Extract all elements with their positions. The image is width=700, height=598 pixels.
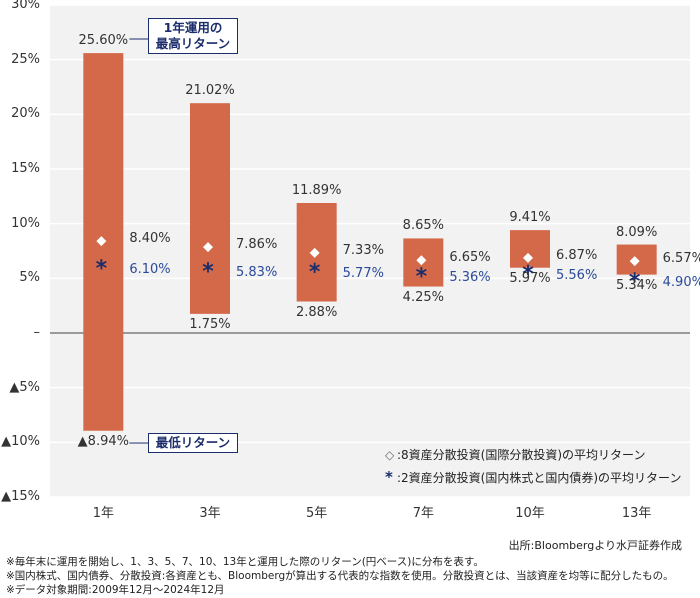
y-tick-label: 10% xyxy=(11,215,40,231)
range-bar xyxy=(190,103,230,314)
max-value-label: 21.02% xyxy=(185,83,235,99)
avg8-value-label: 7.86% xyxy=(236,237,278,253)
min-value-label: 4.25% xyxy=(402,289,444,305)
x-tick-label: 10年 xyxy=(515,506,545,521)
footnote-1: ※毎年末に運用を開始し、1、3、5、7、10、13年と運用した際のリターン(円ベ… xyxy=(6,556,484,568)
avg2-marker: * xyxy=(309,260,321,285)
min-value-label: 1.75% xyxy=(189,316,231,332)
min-value-label: 5.97% xyxy=(509,270,551,286)
max-value-label: 8.09% xyxy=(616,224,658,240)
legend-label-avg8: :8資産分散投資(国際分散投資)の平均リターン xyxy=(397,448,646,462)
footnotes: ※毎年末に運用を開始し、1、3、5、7、10、13年と運用した際のリターン(円ベ… xyxy=(6,555,674,597)
max-value-label: 25.60% xyxy=(78,33,129,49)
avg2-value-label: 5.83% xyxy=(236,265,278,281)
legend-item-avg8: ◇:8資産分散投資(国際分散投資)の平均リターン xyxy=(385,444,681,466)
max-value-label: 11.89% xyxy=(291,183,342,198)
avg8-marker xyxy=(523,252,533,263)
plot-background xyxy=(50,5,690,497)
avg2-value-label: 5.36% xyxy=(449,270,491,286)
x-tick-label: 5年 xyxy=(306,506,328,521)
x-tick-label: 3年 xyxy=(199,506,221,521)
x-tick-label: 7年 xyxy=(412,506,434,521)
footnote-3: ※データ対象期間:2009年12月〜2024年12月 xyxy=(6,584,225,596)
avg8-value-label: 6.87% xyxy=(556,247,598,263)
min-value-label: 5.34% xyxy=(616,277,658,293)
y-tick-label: ▲15% xyxy=(1,489,40,504)
y-tick-label: ▲10% xyxy=(1,434,40,450)
x-tick-label: 13年 xyxy=(621,506,652,521)
y-tick-label: 25% xyxy=(11,51,40,67)
avg8-marker xyxy=(629,256,640,267)
avg8-value-label: 6.57% xyxy=(662,251,700,267)
source-note: 出所:Bloombergより水戸証券作成 xyxy=(508,539,682,552)
avg2-marker: * xyxy=(96,256,108,281)
min-value-label: 2.88% xyxy=(296,304,338,320)
avg2-value-label: 6.10% xyxy=(129,262,171,278)
avg2-value-label: 5.77% xyxy=(342,265,384,281)
callout-max-return: 1年運用の 最高リターン xyxy=(148,18,238,54)
avg8-marker xyxy=(96,236,107,247)
y-tick-label: 20% xyxy=(11,106,40,122)
avg2-value-label: 5.56% xyxy=(556,268,598,284)
avg8-marker xyxy=(309,247,320,258)
legend: ◇:8資産分散投資(国際分散投資)の平均リターン * :2資産分散投資(国内株式と… xyxy=(385,444,681,489)
avg2-marker: * xyxy=(629,269,641,294)
avg2-marker: * xyxy=(522,262,534,287)
avg8-value-label: 8.40% xyxy=(129,231,171,247)
y-tick-label: – xyxy=(33,325,41,340)
avg8-value-label: 7.33% xyxy=(342,242,384,258)
avg8-marker xyxy=(203,242,213,253)
x-tick-label: 1年 xyxy=(92,506,114,521)
max-value-label: 8.65% xyxy=(402,218,444,234)
footnote-2: ※国内株式、国内債券、分散投資:各資産とも、Bloombergが算出する代表的な… xyxy=(6,570,674,582)
min-value-label: ▲8.94% xyxy=(77,433,129,449)
diamond-icon: ◇ xyxy=(385,448,395,462)
avg2-marker: * xyxy=(416,264,428,289)
callout-min-return: 最低リターン xyxy=(148,433,238,453)
avg2-value-label: 4.90% xyxy=(662,275,700,291)
avg2-marker: * xyxy=(202,259,214,284)
legend-label-avg2: :2資産分散投資(国内株式と国内債券)の平均リターン xyxy=(397,471,682,485)
y-tick-label: 30% xyxy=(11,0,40,12)
avg8-marker xyxy=(416,255,427,266)
y-tick-label: 15% xyxy=(11,161,40,176)
legend-item-avg2: * :2資産分散投資(国内株式と国内債券)の平均リターン xyxy=(385,466,681,489)
range-bar xyxy=(510,230,550,268)
asterisk-icon: * xyxy=(385,468,393,486)
y-tick-label: ▲5% xyxy=(9,379,40,395)
avg8-value-label: 6.65% xyxy=(449,250,491,266)
max-value-label: 9.41% xyxy=(509,210,551,226)
y-tick-label: 5% xyxy=(19,270,40,286)
